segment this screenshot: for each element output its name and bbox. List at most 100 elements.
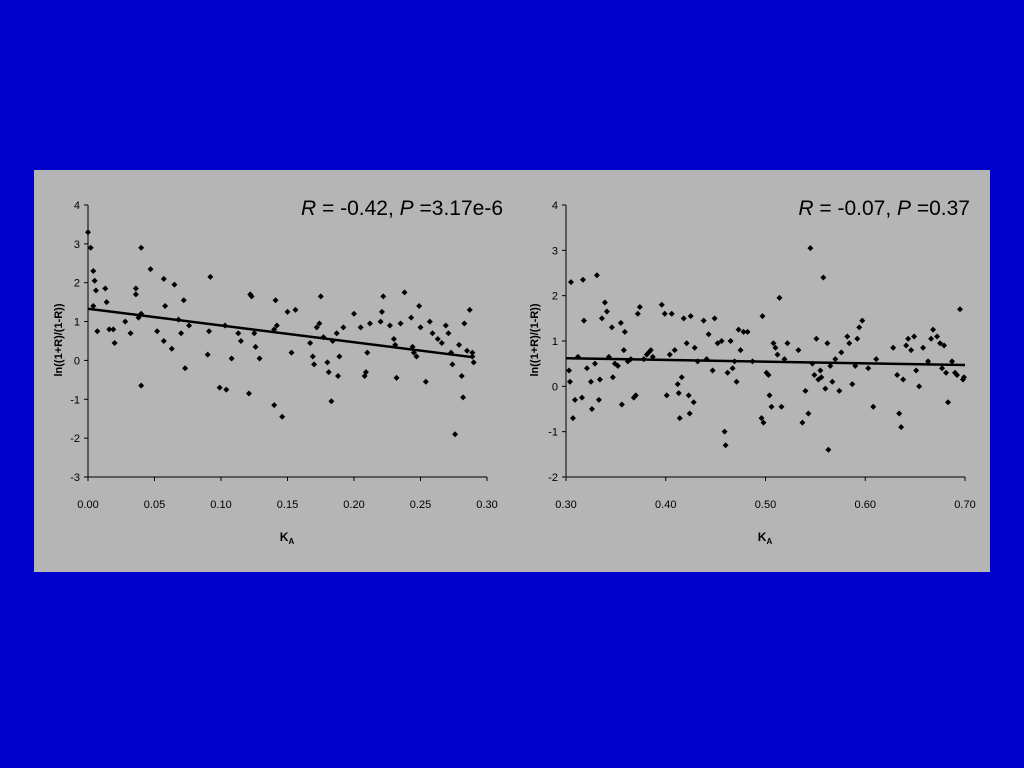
data-point <box>469 353 476 360</box>
y-tick-label: 1 <box>552 336 558 348</box>
data-point <box>580 317 587 324</box>
data-point <box>272 297 279 304</box>
x-tick-label: 0.50 <box>755 499 776 511</box>
data-point <box>705 331 712 338</box>
data-point <box>817 367 824 374</box>
data-point <box>284 308 291 315</box>
data-point <box>458 372 465 379</box>
data-point <box>663 392 670 399</box>
x-tick-label: 0.10 <box>210 499 231 511</box>
data-point <box>102 285 109 292</box>
data-point <box>691 344 698 351</box>
data-point <box>377 318 384 325</box>
data-point <box>836 387 843 394</box>
data-point <box>442 322 449 329</box>
data-point <box>256 355 263 362</box>
data-point <box>859 317 866 324</box>
data-point <box>941 342 948 349</box>
y-tick-label: -2 <box>548 472 558 484</box>
data-point <box>292 306 299 313</box>
data-point <box>110 326 117 333</box>
stat-label-right: R = -0.07, P =0.37 <box>798 197 970 220</box>
data-point <box>357 324 364 331</box>
y-axis-label-right: ln((1+R)/(1-R)) <box>529 303 541 376</box>
x-tick-label: 0.25 <box>410 499 431 511</box>
data-point <box>636 304 643 310</box>
data-point <box>132 285 139 292</box>
data-point <box>854 335 861 342</box>
data-point <box>898 424 905 431</box>
data-point <box>671 347 678 354</box>
x-tick-label: 0.70 <box>954 499 975 511</box>
data-point <box>390 336 397 343</box>
data-point <box>598 315 605 322</box>
data-point <box>770 340 777 347</box>
data-point <box>588 406 595 412</box>
data-point <box>934 333 941 340</box>
data-point <box>640 356 647 363</box>
data-point <box>685 392 692 399</box>
data-point <box>765 372 772 378</box>
data-point <box>216 384 223 391</box>
data-point <box>429 330 436 337</box>
data-point <box>608 324 615 331</box>
data-point <box>740 328 747 335</box>
data-point <box>91 277 98 284</box>
data-point <box>413 353 420 360</box>
data-point <box>595 396 602 403</box>
data-point <box>737 347 744 354</box>
data-point <box>807 245 814 252</box>
data-point <box>721 428 728 435</box>
data-point <box>784 340 791 347</box>
data-point <box>168 345 175 352</box>
data-point <box>223 386 230 393</box>
data-point <box>596 376 603 383</box>
data-point <box>288 349 295 356</box>
data-point <box>772 344 779 351</box>
data-point <box>248 293 255 300</box>
data-point <box>567 279 574 286</box>
data-point <box>818 374 825 381</box>
chart-panel <box>34 170 990 572</box>
data-point <box>949 358 956 365</box>
data-point <box>470 359 477 366</box>
data-point <box>251 330 258 337</box>
data-point <box>937 340 944 347</box>
data-point <box>135 314 142 321</box>
data-point <box>813 335 820 342</box>
data-point <box>603 308 610 315</box>
data-point <box>587 378 594 385</box>
data-point <box>668 310 675 317</box>
data-point <box>309 353 316 360</box>
data-point <box>825 446 832 453</box>
data-point <box>307 339 314 346</box>
data-point <box>206 328 213 335</box>
data-point <box>364 349 371 356</box>
data-point <box>846 340 853 347</box>
y-tick-label: 0 <box>552 381 558 393</box>
data-point <box>703 356 710 363</box>
data-point <box>658 301 665 308</box>
data-point <box>722 442 729 449</box>
data-point <box>85 229 91 236</box>
y-tick-label: -3 <box>70 472 80 484</box>
data-point <box>90 268 97 275</box>
data-point <box>245 390 252 397</box>
data-point <box>735 326 742 333</box>
data-point <box>90 303 97 310</box>
data-point <box>579 276 586 283</box>
data-point <box>903 342 910 349</box>
data-point <box>320 334 327 341</box>
data-point <box>894 372 901 378</box>
stat-label-left: R = -0.42, P =3.17e-6 <box>301 197 503 220</box>
data-point <box>776 294 783 301</box>
x-tick-label: 0.05 <box>144 499 165 511</box>
y-tick-label: 4 <box>552 200 558 212</box>
data-point <box>235 330 242 337</box>
data-point <box>618 401 625 408</box>
data-point <box>94 328 101 335</box>
data-point <box>766 392 773 399</box>
data-point <box>811 372 818 378</box>
data-point <box>378 308 385 315</box>
